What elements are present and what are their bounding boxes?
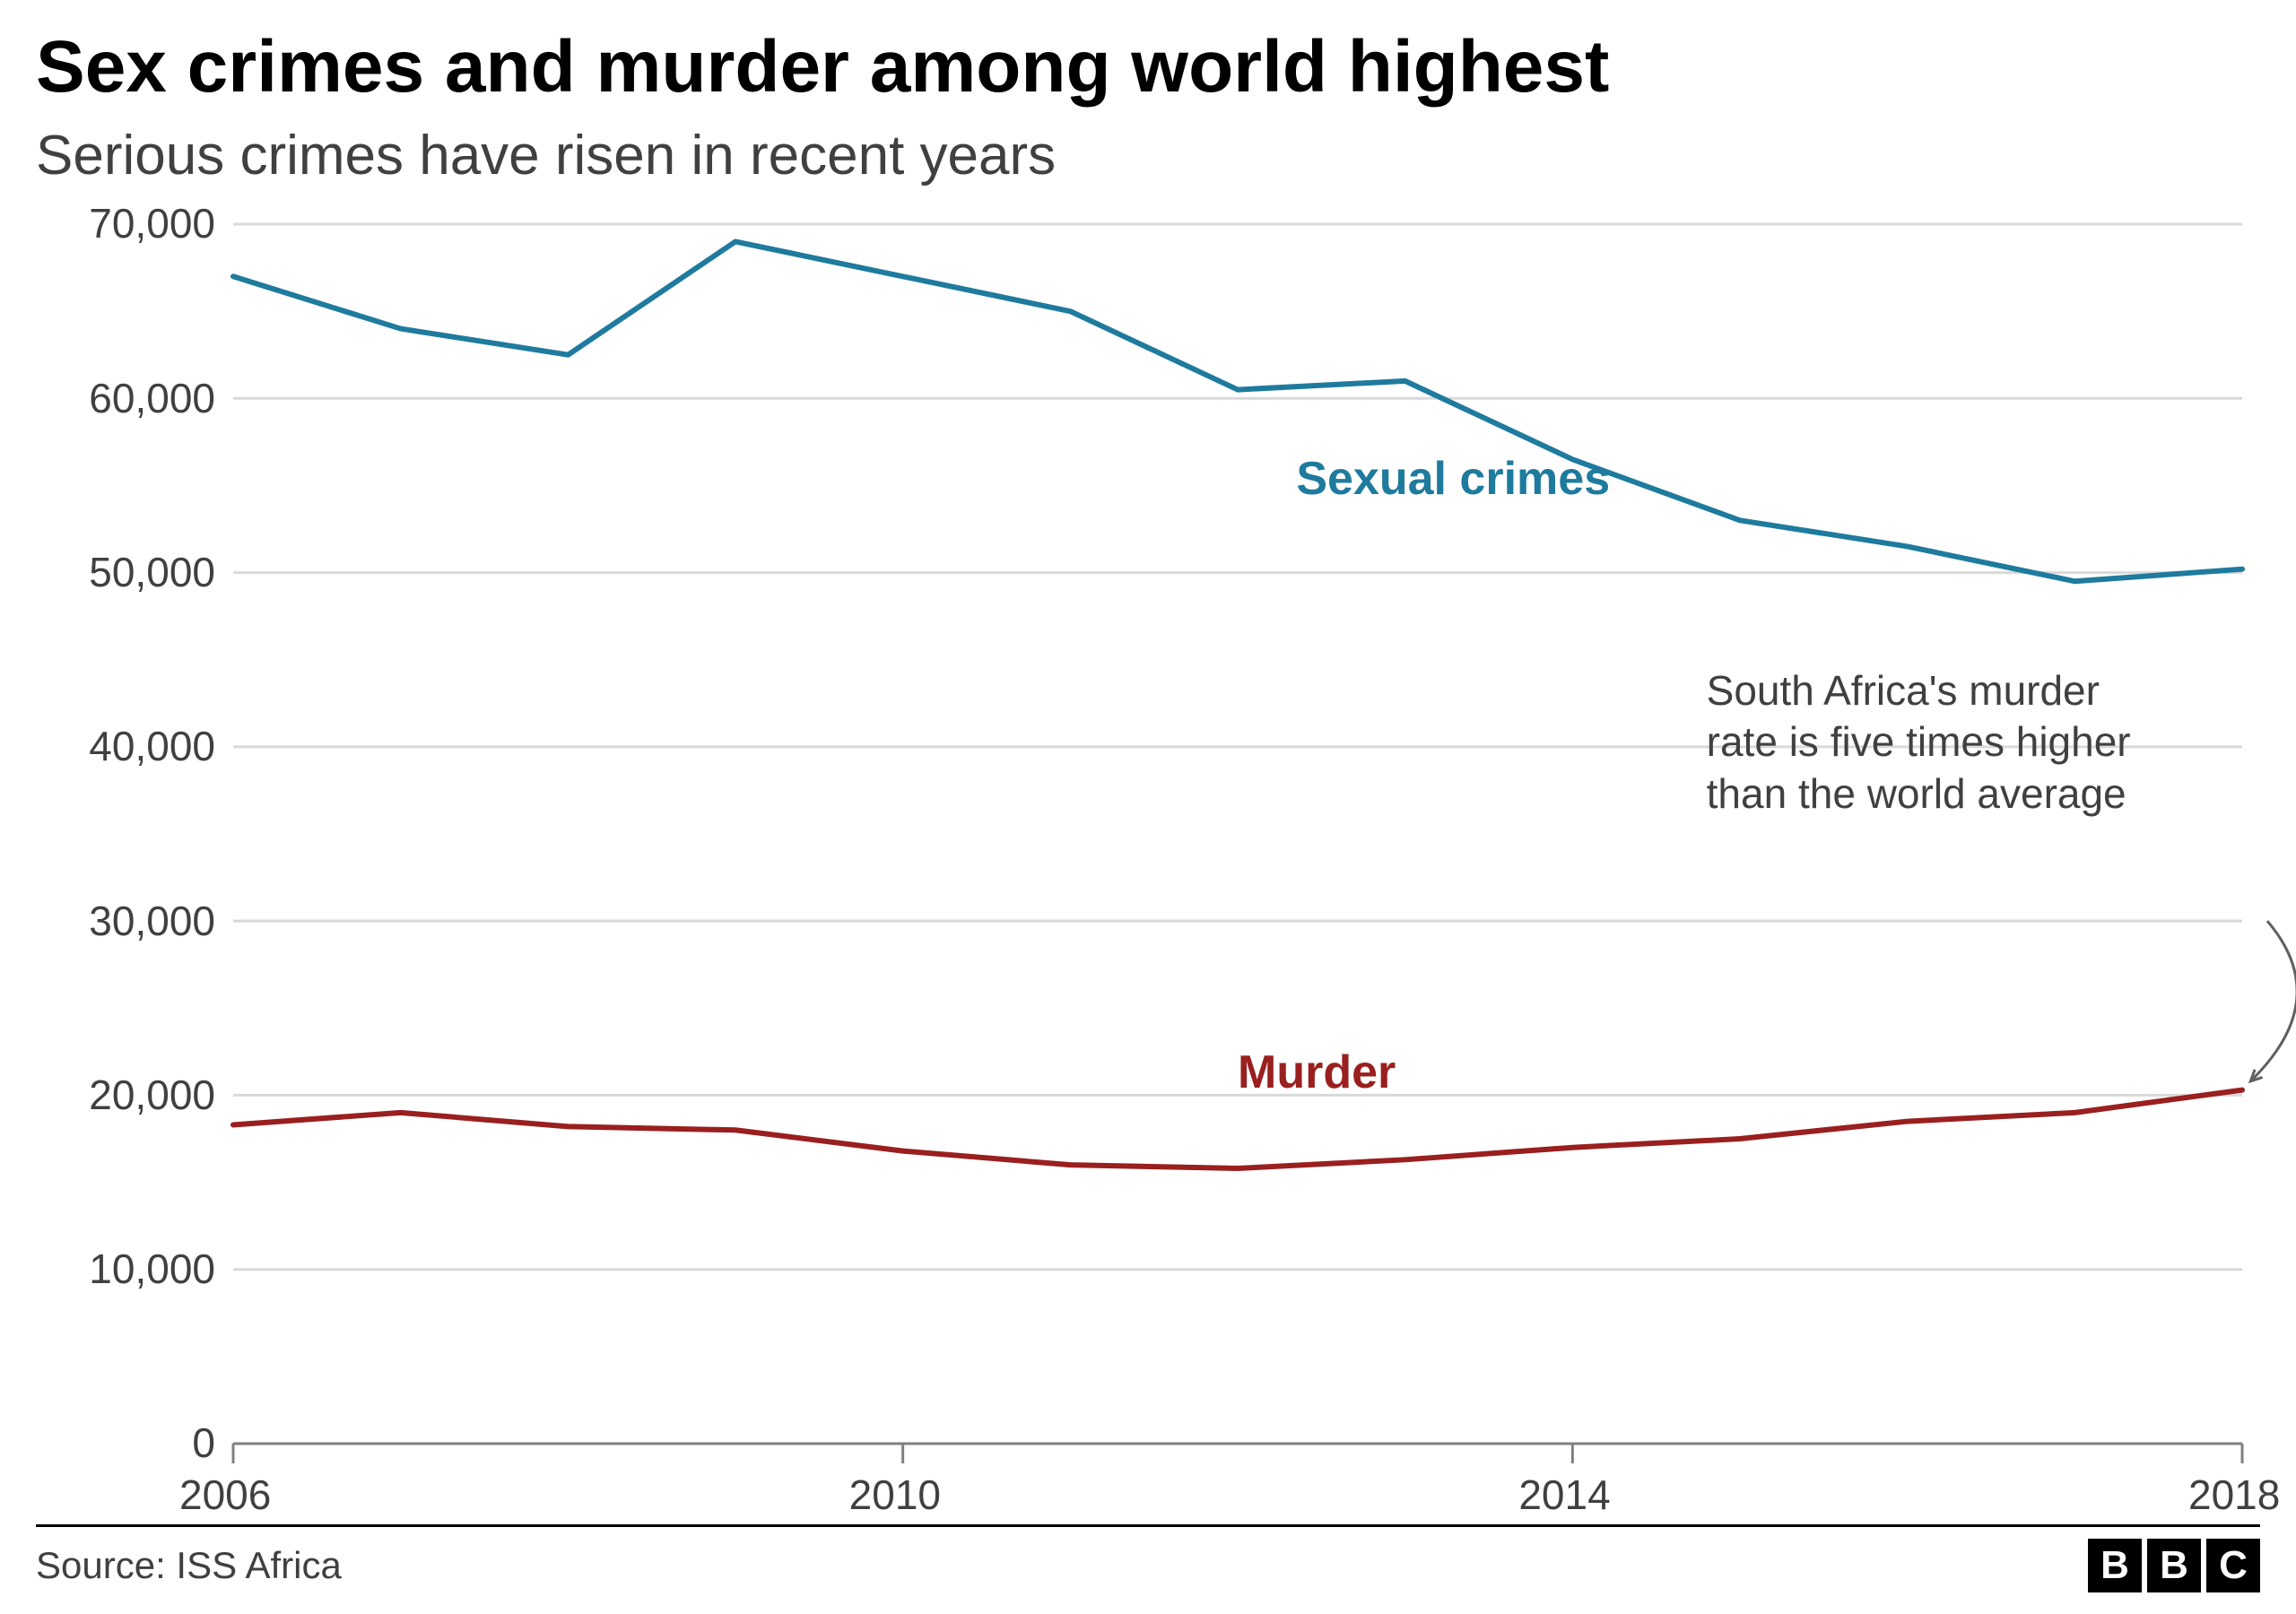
source-prefix: Source: bbox=[36, 1544, 176, 1586]
chart-container: Sex crimes and murder among world highes… bbox=[0, 0, 2296, 1614]
bbc-block: C bbox=[2206, 1539, 2260, 1592]
bbc-block: B bbox=[2147, 1539, 2201, 1592]
footer-rule bbox=[36, 1524, 2260, 1527]
y-tick-label: 70,000 bbox=[89, 199, 215, 247]
series-label-sexual-crimes: Sexual crimes bbox=[1296, 452, 1610, 506]
series-line-sexual-crimes bbox=[233, 241, 2242, 581]
annotation-text: South Africa's murder rate is five times… bbox=[1707, 665, 2137, 820]
annotation-arrow bbox=[2250, 921, 2296, 1081]
bbc-block: B bbox=[2088, 1539, 2142, 1592]
y-tick-label: 10,000 bbox=[89, 1245, 215, 1293]
x-tick-label: 2014 bbox=[1518, 1471, 1610, 1519]
source-text: Source: ISS Africa bbox=[36, 1544, 342, 1587]
source-name: ISS Africa bbox=[176, 1544, 341, 1586]
x-tick-label: 2006 bbox=[179, 1471, 271, 1519]
series-label-murder: Murder bbox=[1238, 1046, 1396, 1099]
y-tick-label: 20,000 bbox=[89, 1071, 215, 1119]
x-tick-label: 2010 bbox=[849, 1471, 941, 1519]
series-line-murder bbox=[233, 1090, 2242, 1168]
bbc-logo: BBC bbox=[2088, 1539, 2260, 1592]
y-tick-label: 0 bbox=[192, 1419, 215, 1467]
y-tick-label: 50,000 bbox=[89, 548, 215, 596]
y-tick-label: 30,000 bbox=[89, 897, 215, 945]
y-tick-label: 60,000 bbox=[89, 374, 215, 422]
y-tick-label: 40,000 bbox=[89, 722, 215, 770]
x-tick-label: 2018 bbox=[2188, 1471, 2280, 1519]
